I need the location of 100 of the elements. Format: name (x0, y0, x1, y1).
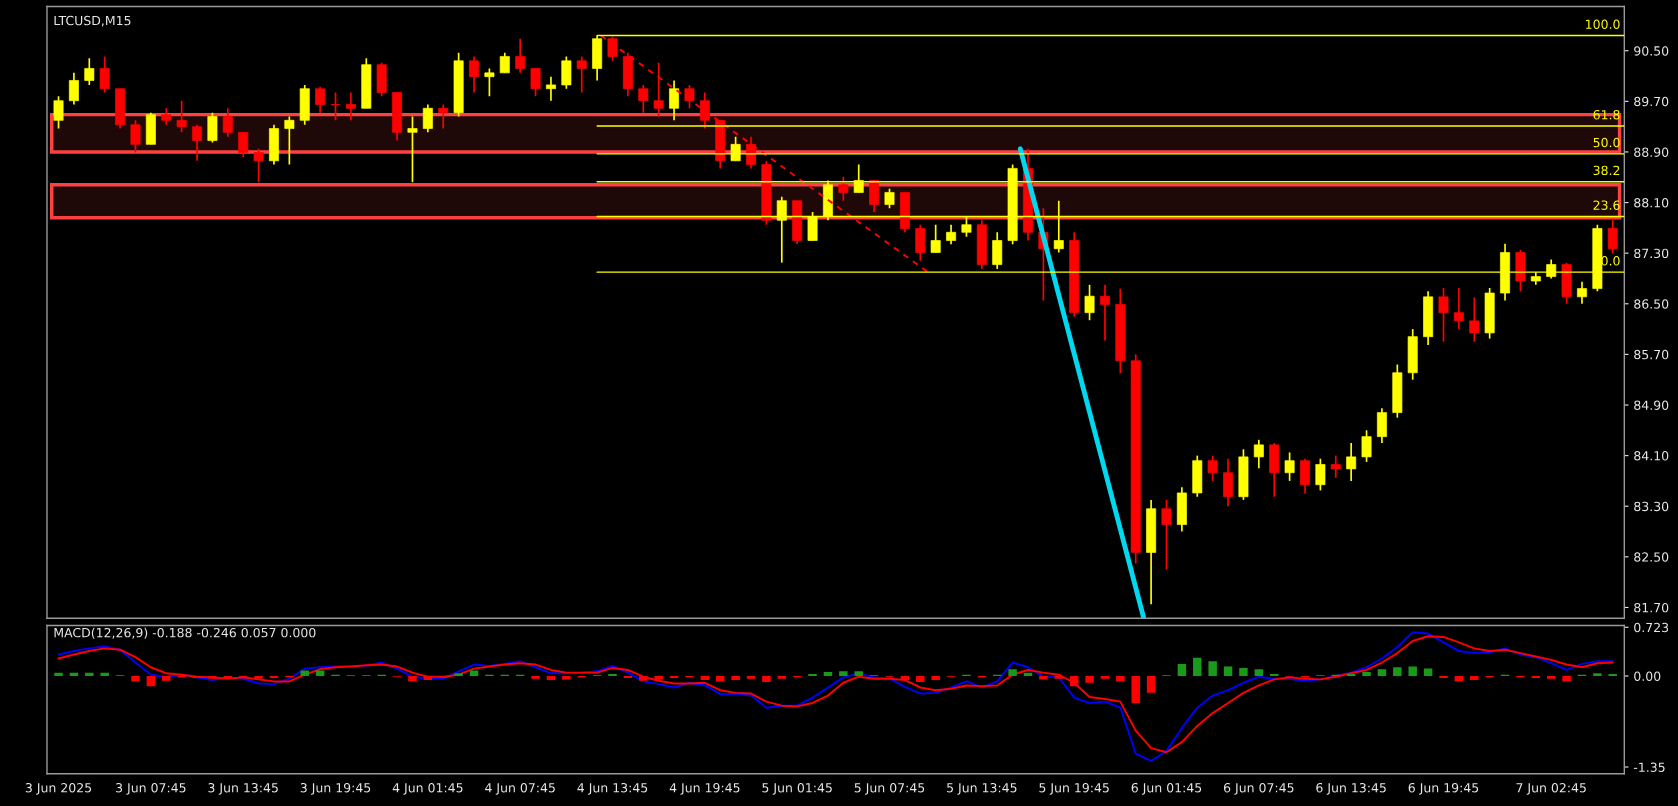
candlestick (684, 84, 695, 110)
bar (1439, 676, 1448, 679)
candlestick (499, 51, 510, 74)
bar (1239, 667, 1248, 677)
candlestick (638, 84, 649, 114)
bar (1223, 666, 1233, 677)
candlestick (192, 123, 202, 162)
bar (1131, 676, 1140, 703)
x-tick-label: 3 Jun 13:45 (208, 783, 278, 795)
x-tick-label: 4 Jun 13:45 (577, 783, 648, 795)
x-tick-label: 4 Jun 07:45 (485, 783, 555, 795)
candlestick (345, 91, 356, 122)
bar (1100, 676, 1110, 679)
bar (762, 676, 771, 683)
candlestick (330, 91, 341, 122)
annotation: 38.2 (1593, 165, 1620, 176)
bar (269, 676, 279, 679)
bar (900, 676, 910, 681)
candlestick (653, 61, 664, 118)
bar (1346, 673, 1356, 677)
bar (731, 676, 740, 681)
bar (454, 673, 463, 677)
candlestick (1330, 454, 1341, 479)
y-tick-label: 89.70 (1634, 96, 1669, 107)
x-tick-label: 6 Jun 13:45 (1316, 783, 1386, 795)
x-tick-label: 5 Jun 19:45 (1039, 783, 1109, 795)
annotation: 100.0 (1586, 19, 1620, 29)
candlestick (1438, 287, 1449, 343)
y-tick-label: 82.50 (1634, 552, 1669, 562)
bar (562, 676, 571, 680)
candlestick (53, 95, 64, 130)
candlestick (315, 85, 326, 114)
candlestick (176, 99, 187, 134)
bar (162, 676, 171, 681)
candlestick (84, 57, 95, 86)
candlestick (530, 67, 541, 98)
bar (238, 676, 248, 679)
candlestick (99, 55, 110, 94)
candlestick (576, 55, 587, 94)
y-tick-label: 84.90 (1634, 400, 1669, 410)
x-tick-label: 4 Jun 01:45 (392, 783, 463, 795)
y-tick-label: 81.70 (1634, 602, 1669, 613)
candlestick (545, 75, 556, 102)
bar (1546, 676, 1556, 679)
bar (1269, 673, 1279, 677)
bar (1085, 676, 1094, 683)
candlestick (1453, 287, 1464, 330)
candlestick (1469, 296, 1480, 343)
candlestick (1253, 438, 1264, 470)
bar (931, 676, 940, 681)
candlestick (1607, 217, 1618, 255)
bar (54, 672, 63, 677)
candlestick (484, 67, 495, 98)
bar (408, 676, 417, 682)
candlestick (284, 115, 295, 166)
x-tick-label: 4 Jun 19:45 (669, 783, 740, 795)
y-tick-label: 90.50 (1634, 46, 1669, 56)
bar (1408, 666, 1417, 677)
bar (1470, 676, 1479, 681)
bar (1193, 657, 1202, 677)
candlestick (238, 131, 249, 158)
annotation: 0.0 (1601, 256, 1620, 266)
candlestick (422, 103, 433, 134)
candlestick (838, 175, 849, 202)
candlestick (438, 103, 449, 130)
bar (654, 676, 663, 680)
bar (423, 676, 433, 681)
bar (192, 676, 202, 679)
bar (131, 676, 140, 682)
candlestick (699, 91, 710, 130)
bar (1531, 676, 1541, 679)
candlestick (222, 107, 233, 138)
x-tick-label: 5 Jun 01:45 (762, 783, 832, 795)
x-tick-label: 3 Jun 07:45 (116, 783, 186, 795)
candlestick (1577, 280, 1587, 305)
bar (1039, 676, 1048, 680)
x-tick-label: 7 Jun 02:45 (1516, 783, 1586, 795)
y-tick-label: 86.50 (1634, 299, 1669, 309)
bar (623, 676, 633, 679)
x-tick-label: 6 Jun 19:45 (1408, 783, 1479, 795)
bar (823, 671, 833, 677)
bar (439, 676, 448, 679)
bar (839, 671, 848, 677)
candlestick (253, 147, 264, 184)
y-tick-label: 0.723 (1634, 622, 1669, 633)
x-tick-label: 5 Jun 07:45 (854, 783, 925, 795)
bar (1254, 669, 1264, 677)
candlestick (1099, 283, 1110, 342)
bar (1593, 673, 1602, 677)
candlestick (884, 187, 895, 210)
candlestick (515, 37, 526, 74)
candlestick (469, 55, 479, 94)
candlestick (68, 72, 79, 106)
bar (208, 676, 217, 679)
candlestick (1084, 283, 1095, 322)
bar (1393, 667, 1402, 677)
y-tick-label: 85.70 (1634, 349, 1669, 360)
bar (1608, 673, 1617, 677)
candlestick (1361, 429, 1372, 463)
bar (1146, 676, 1156, 693)
